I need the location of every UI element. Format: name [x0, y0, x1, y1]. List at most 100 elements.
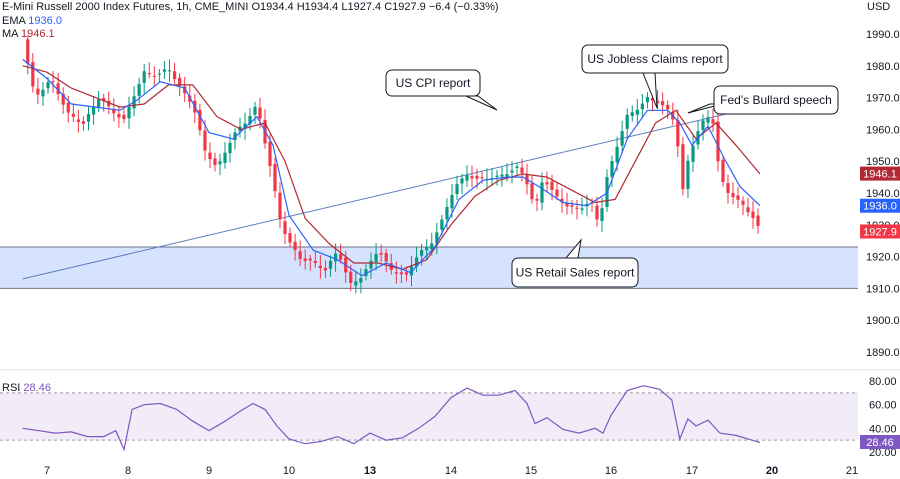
- candle-body: [369, 260, 373, 269]
- candle-body: [394, 272, 398, 274]
- price-tick-label: 1990.0: [866, 29, 900, 41]
- ma-label: MA: [2, 28, 18, 40]
- candle-body: [127, 106, 131, 119]
- candle-body: [711, 119, 715, 124]
- candle-body: [364, 269, 368, 277]
- candle-body: [404, 272, 409, 275]
- candle-body: [575, 207, 579, 209]
- candle-body: [102, 98, 106, 101]
- candle-body: [645, 97, 650, 103]
- candle-body: [107, 100, 111, 107]
- candle-body: [218, 161, 222, 165]
- time-tick-label: 10: [283, 465, 295, 477]
- candle-body: [630, 112, 634, 116]
- candle-body: [243, 123, 247, 129]
- price-tick-label: 1960.0: [866, 124, 900, 136]
- ohlc-open: O1934.4: [251, 1, 294, 13]
- candle-body: [686, 160, 690, 189]
- price-axis: 1890.01900.01910.01920.01930.01940.01950…: [0, 29, 900, 459]
- price-tag-bg: [860, 198, 900, 213]
- candle-body: [208, 152, 212, 160]
- candle-body: [450, 194, 454, 209]
- candle-body: [112, 108, 116, 114]
- candle-body: [374, 253, 378, 262]
- candle-body: [117, 113, 121, 118]
- candle-body: [500, 174, 504, 177]
- candle-body: [560, 198, 564, 203]
- candle-body: [162, 69, 167, 72]
- ohlc-change: −6.4 (−0.33%): [428, 1, 499, 13]
- candle-body: [716, 121, 720, 162]
- ema-label: EMA: [2, 15, 26, 27]
- candle-body: [313, 260, 317, 264]
- callout-label: US Retail Sales report: [516, 266, 635, 280]
- candle-body: [86, 114, 91, 122]
- rsi-tag-label: 28.46: [866, 437, 894, 449]
- price-tag-bg: [860, 224, 900, 239]
- time-tick-label: 13: [364, 465, 376, 477]
- candle-body: [228, 142, 232, 154]
- time-tick-label: 9: [206, 465, 212, 477]
- ema-value: 1936.0: [28, 15, 62, 27]
- candle-body: [625, 114, 629, 129]
- candle-body: [540, 182, 544, 203]
- candle-body: [455, 184, 459, 195]
- candle-body: [420, 249, 424, 256]
- candle-body: [650, 97, 655, 101]
- callout-label: US CPI report: [396, 76, 471, 90]
- candle-body: [480, 177, 484, 179]
- candle-body: [253, 106, 257, 115]
- candle-body: [97, 99, 101, 108]
- price-tick-label: 1950.0: [866, 156, 900, 168]
- price-tick-label: 1940.0: [866, 188, 900, 200]
- candle-body: [520, 167, 524, 173]
- candle-body: [308, 258, 312, 261]
- chart-legend: E-Mini Russell 2000 Index Futures, 1h, C…: [2, 1, 499, 14]
- price-tags: 1946.1 1936.0 1927.9 28.46: [860, 166, 900, 449]
- ohlc-low: L1927.4: [341, 1, 382, 13]
- candle-body: [183, 86, 187, 94]
- candle-body: [46, 82, 50, 89]
- candle-body: [303, 258, 307, 262]
- time-tick-label: 20: [766, 465, 778, 477]
- candle-body: [610, 161, 614, 177]
- candle-body: [545, 182, 549, 185]
- candle-body: [741, 200, 745, 205]
- trendline: [22, 97, 797, 280]
- candle-body: [379, 252, 383, 255]
- rsi-label: RSI: [2, 382, 21, 394]
- candle-body: [470, 176, 474, 179]
- candle-body: [505, 174, 509, 177]
- time-tick-label: 15: [525, 465, 537, 477]
- candle-body: [726, 183, 730, 194]
- callout-pointer: [642, 72, 658, 109]
- candle-body: [399, 272, 403, 275]
- price-tick-label: 1890.0: [866, 347, 900, 359]
- candle-body: [178, 77, 182, 86]
- candle-body: [71, 113, 75, 117]
- trendline-segment: [22, 97, 797, 280]
- callout-box: [385, 69, 481, 97]
- ma-value: 1946.1: [20, 28, 55, 40]
- candle-body: [721, 159, 725, 183]
- currency-label: USD: [867, 1, 891, 13]
- candle-body: [706, 117, 710, 123]
- candle-body: [440, 219, 444, 230]
- callouts: US CPI report US Jobless Claims report Fed…: [385, 44, 839, 288]
- callout-label: Fed's Bullard speech: [720, 93, 832, 107]
- candle-body: [555, 189, 559, 197]
- candle-body: [258, 107, 262, 119]
- candle-body: [157, 73, 161, 75]
- price-tick-label: 1900.0: [866, 315, 900, 327]
- candle-body: [661, 101, 665, 105]
- candle-body: [152, 75, 156, 77]
- candle-body: [288, 233, 292, 243]
- rsi-tick-label: 40.00: [869, 423, 897, 435]
- callout-pointer: [465, 95, 498, 111]
- candle-body: [681, 144, 685, 190]
- callout-box: [713, 85, 839, 115]
- time-tick-label: 21: [846, 465, 858, 477]
- candle-body: [445, 206, 449, 220]
- candle-body: [323, 267, 328, 271]
- candle-body: [465, 174, 469, 181]
